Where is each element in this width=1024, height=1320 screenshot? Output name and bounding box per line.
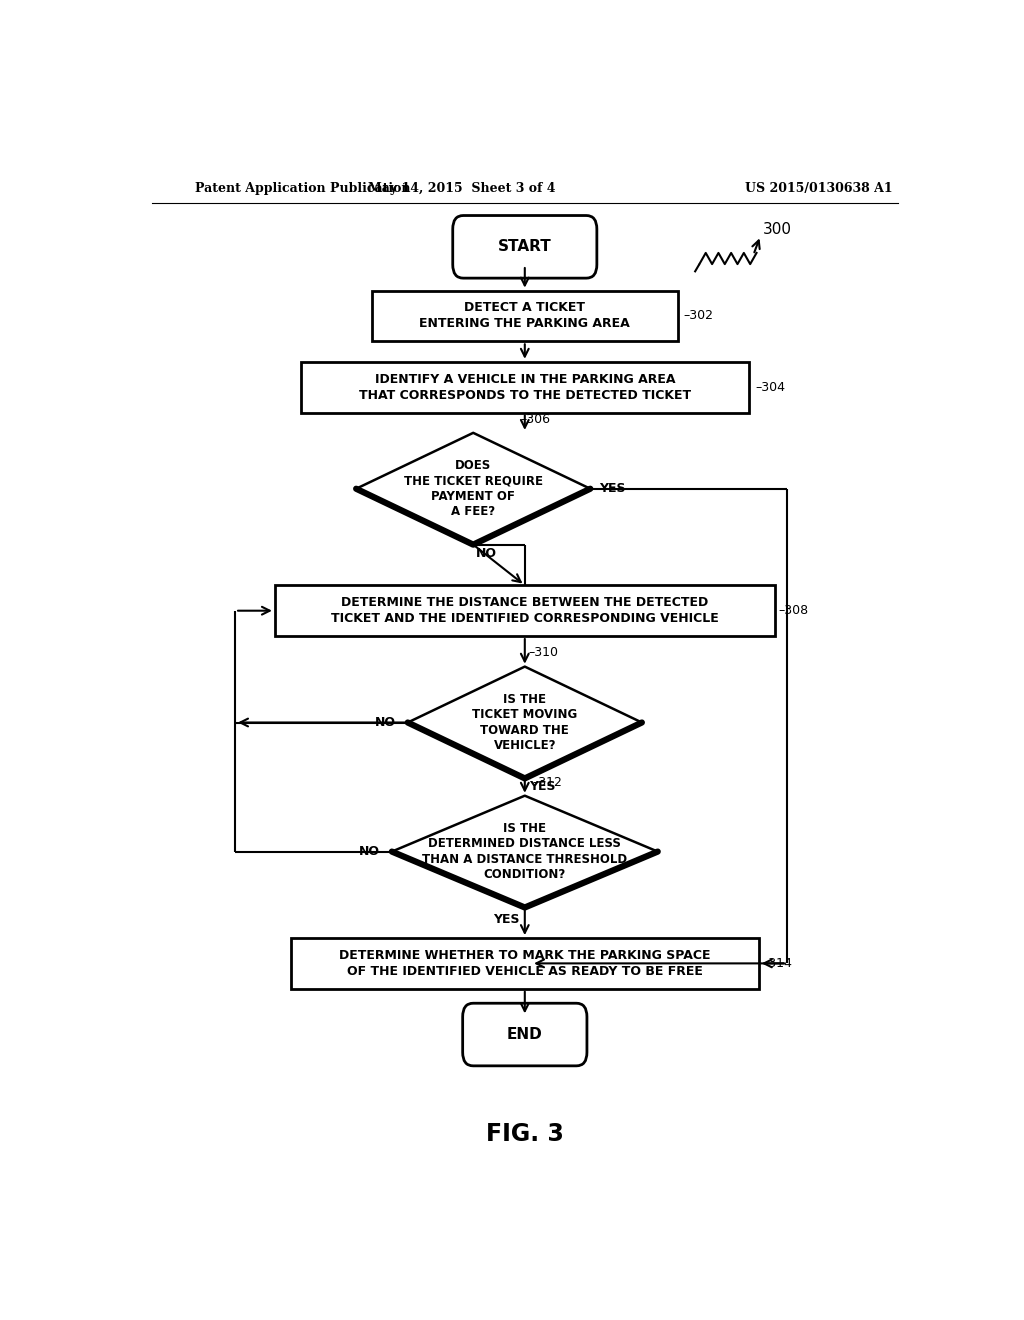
FancyBboxPatch shape xyxy=(463,1003,587,1065)
Text: DETECT A TICKET
ENTERING THE PARKING AREA: DETECT A TICKET ENTERING THE PARKING ARE… xyxy=(420,301,630,330)
Bar xyxy=(274,585,775,636)
Text: END: END xyxy=(507,1027,543,1041)
Text: DETERMINE THE DISTANCE BETWEEN THE DETECTED
TICKET AND THE IDENTIFIED CORRESPOND: DETERMINE THE DISTANCE BETWEEN THE DETEC… xyxy=(331,597,719,626)
Text: –306: –306 xyxy=(521,413,551,426)
FancyBboxPatch shape xyxy=(453,215,597,279)
Bar xyxy=(372,290,678,342)
Text: START: START xyxy=(498,239,552,255)
Text: IS THE
DETERMINED DISTANCE LESS
THAN A DISTANCE THRESHOLD
CONDITION?: IS THE DETERMINED DISTANCE LESS THAN A D… xyxy=(422,822,628,882)
Text: NO: NO xyxy=(475,546,497,560)
Bar xyxy=(291,939,759,989)
Text: FIG. 3: FIG. 3 xyxy=(485,1122,564,1146)
Text: –310: –310 xyxy=(528,647,559,660)
Text: 300: 300 xyxy=(763,222,792,238)
Text: DOES
THE TICKET REQUIRE
PAYMENT OF
A FEE?: DOES THE TICKET REQUIRE PAYMENT OF A FEE… xyxy=(403,459,543,519)
Bar xyxy=(301,362,749,412)
Text: YES: YES xyxy=(528,780,555,793)
Text: –302: –302 xyxy=(684,309,714,322)
Text: YES: YES xyxy=(494,912,519,925)
Text: YES: YES xyxy=(599,482,625,495)
Text: –312: –312 xyxy=(532,776,562,788)
Text: NO: NO xyxy=(375,715,395,729)
Text: IDENTIFY A VEHICLE IN THE PARKING AREA
THAT CORRESPONDS TO THE DETECTED TICKET: IDENTIFY A VEHICLE IN THE PARKING AREA T… xyxy=(358,372,691,401)
Text: IS THE
TICKET MOVING
TOWARD THE
VEHICLE?: IS THE TICKET MOVING TOWARD THE VEHICLE? xyxy=(472,693,578,752)
Text: –304: –304 xyxy=(755,380,785,393)
Text: DETERMINE WHETHER TO MARK THE PARKING SPACE
OF THE IDENTIFIED VEHICLE AS READY T: DETERMINE WHETHER TO MARK THE PARKING SP… xyxy=(339,949,711,978)
Text: Patent Application Publication: Patent Application Publication xyxy=(196,182,411,195)
Text: US 2015/0130638 A1: US 2015/0130638 A1 xyxy=(744,182,892,195)
Text: NO: NO xyxy=(358,845,380,858)
Text: May 14, 2015  Sheet 3 of 4: May 14, 2015 Sheet 3 of 4 xyxy=(368,182,555,195)
Text: –314: –314 xyxy=(763,957,793,970)
Text: –308: –308 xyxy=(778,605,809,618)
